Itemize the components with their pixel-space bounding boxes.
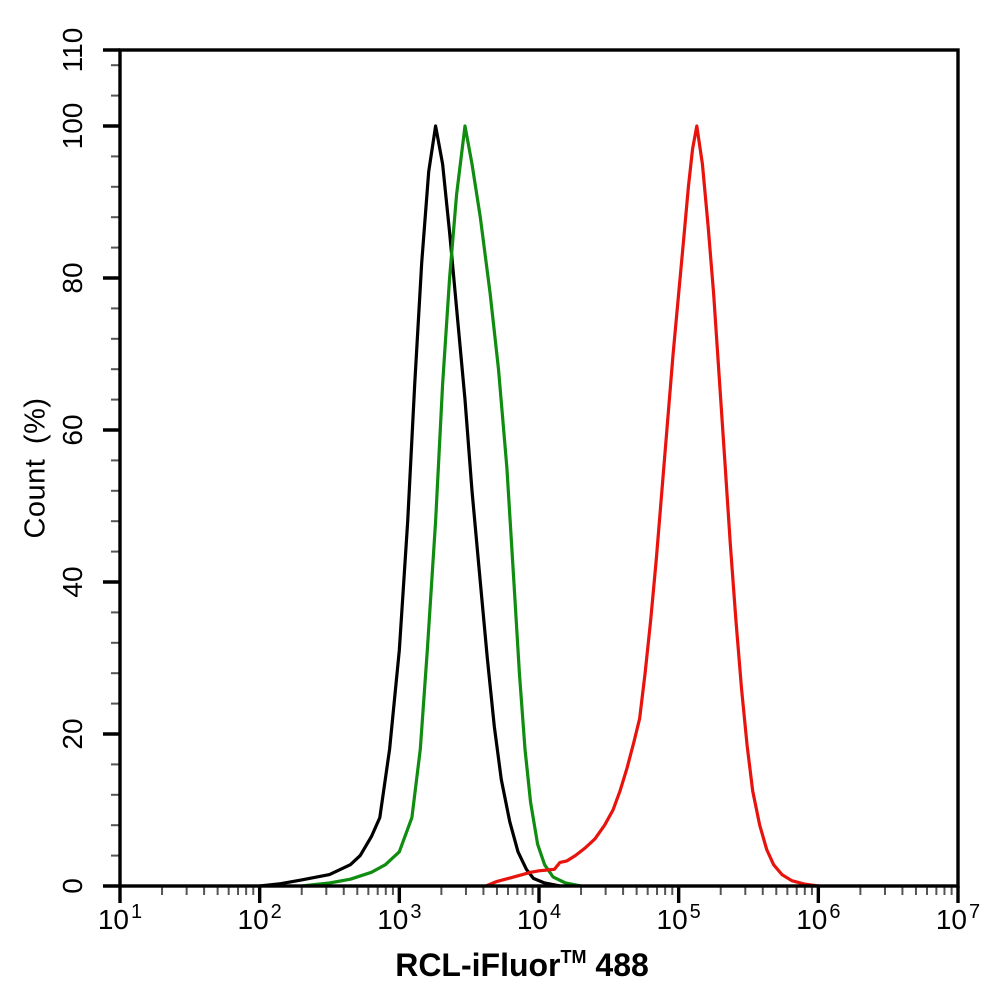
y-tick-label-20: 20 — [57, 718, 88, 750]
y-tick-label-0: 0 — [57, 878, 88, 894]
black-curve — [258, 124, 562, 888]
plot-frame — [118, 48, 960, 888]
red-curve — [484, 124, 820, 888]
y-axis-title-text: Count (%) — [19, 397, 52, 539]
green-curve — [300, 124, 583, 888]
x-tick-label-1e7: 10 7 — [935, 901, 981, 935]
y-tick-label-40: 40 — [57, 566, 88, 598]
y-tick-label-100: 100 — [57, 102, 88, 150]
x-tick-label-1e1: 10 1 — [97, 901, 143, 935]
trademark-superscript: TM — [560, 947, 587, 967]
x-tick-label-1e4: 10 4 — [516, 901, 562, 935]
x-tick-label-1e2: 10 2 — [237, 901, 282, 935]
x-tick-label-1e5: 10 5 — [656, 901, 701, 935]
x-axis-title-suffix: 488 — [586, 947, 649, 983]
x-tick-label-1e6: 10 6 — [796, 901, 841, 935]
x-axis-title: RCL-iFluorTM 488 — [395, 948, 649, 981]
y-tick-label-60: 60 — [57, 414, 88, 446]
y-tick-label-110: 110 — [57, 27, 88, 73]
x-axis-title-prefix: RCL-iFluor — [395, 947, 561, 983]
y-axis-title: Count (%) — [20, 397, 53, 538]
x-tick-label-1e3: 10 3 — [377, 901, 422, 935]
y-tick-label-80: 80 — [57, 262, 88, 294]
